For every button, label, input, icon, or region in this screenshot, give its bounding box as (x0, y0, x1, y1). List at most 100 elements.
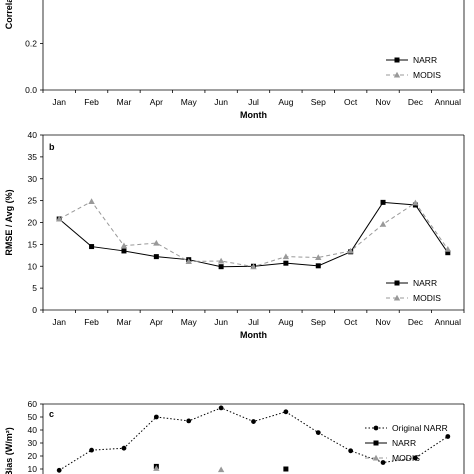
x-tick-label: Dec (408, 317, 424, 327)
y-tick-label: 0 (32, 305, 37, 315)
legend-marker (394, 280, 400, 286)
x-tick-label: Sep (311, 97, 326, 107)
x-axis-label: Month (240, 110, 267, 120)
panel-letter: b (49, 142, 55, 152)
y-tick-label: 35 (28, 152, 38, 162)
data-point-narr (89, 244, 95, 250)
y-axis-label: RMSE / Avg (%) (4, 189, 14, 255)
data-point-original-narr (121, 445, 127, 451)
x-tick-label: Nov (375, 317, 391, 327)
legend-label: NARR (392, 438, 416, 448)
data-point-original-narr (89, 447, 94, 453)
x-tick-label: Aug (278, 97, 293, 107)
x-tick-label: Annual (435, 317, 462, 327)
data-point-original-narr (56, 467, 62, 473)
x-tick-label: Jul (248, 317, 259, 327)
data-point-original-narr (283, 409, 289, 415)
data-point-original-narr (218, 405, 224, 411)
data-point-original-narr (413, 455, 418, 461)
x-tick-label: Jan (52, 97, 66, 107)
y-tick-label: 40 (28, 425, 38, 435)
y-tick-label: 10 (28, 464, 38, 474)
data-point-modis (55, 215, 63, 222)
data-point-modis (153, 239, 160, 246)
y-axis-label: Bias (W/m²) (4, 427, 14, 474)
data-point-narr (283, 260, 289, 266)
data-point-narr (283, 466, 289, 472)
x-axis-label: Month (240, 330, 267, 340)
data-point-modis (217, 466, 225, 473)
data-point-narr (315, 263, 321, 269)
data-point-modis (347, 247, 354, 254)
legend-marker (393, 294, 401, 301)
x-tick-label: Nov (375, 97, 391, 107)
legend-marker (373, 425, 379, 431)
data-point-original-narr (348, 448, 354, 454)
data-point-modis (153, 465, 160, 471)
x-tick-label: Apr (150, 317, 163, 327)
x-tick-label: Mar (117, 317, 132, 327)
legend-marker (393, 71, 401, 78)
y-tick-label: 0.2 (25, 39, 37, 49)
y-tick-label: 40 (28, 130, 38, 140)
y-tick-label: 30 (28, 438, 38, 448)
y-tick-label: 30 (28, 174, 38, 184)
y-tick-label: 20 (28, 451, 38, 461)
data-point-original-narr (153, 414, 159, 420)
y-tick-label: 0.4 (25, 0, 37, 2)
legend-label: NARR (413, 278, 437, 288)
data-point-narr (153, 254, 159, 260)
data-point-modis (444, 245, 452, 252)
data-point-modis (412, 199, 419, 206)
x-tick-label: Jan (52, 317, 66, 327)
y-tick-label: 20 (28, 218, 38, 228)
legend-marker (373, 440, 379, 446)
legend-marker (372, 454, 380, 461)
data-point-modis (315, 254, 322, 260)
data-point-modis (379, 221, 387, 227)
x-tick-label: May (181, 97, 198, 107)
y-tick-label: 15 (28, 239, 38, 249)
data-point-narr (218, 264, 224, 270)
legend-label: MODIS (413, 293, 441, 303)
x-tick-label: Aug (278, 317, 293, 327)
data-point-narr (445, 250, 451, 256)
x-tick-label: Jun (214, 97, 228, 107)
data-point-modis (88, 198, 95, 204)
series-line-original-narr (58, 407, 449, 471)
x-tick-label: Jul (248, 97, 259, 107)
y-tick-label: 0.0 (25, 85, 37, 95)
y-tick-label: 10 (28, 261, 38, 271)
data-point-original-narr (251, 419, 256, 424)
data-point-narr (380, 199, 386, 205)
x-tick-label: Feb (84, 317, 99, 327)
data-point-original-narr (445, 434, 451, 439)
x-tick-label: Oct (344, 317, 358, 327)
x-tick-label: Annual (435, 97, 462, 107)
x-tick-label: Jun (214, 317, 228, 327)
legend-label: NARR (413, 55, 437, 65)
y-tick-label: 60 (28, 399, 38, 409)
legend-marker (394, 57, 400, 63)
data-point-modis (282, 253, 290, 260)
legend-label: Original NARR (392, 423, 448, 433)
x-tick-label: Apr (150, 97, 163, 107)
x-tick-label: Sep (311, 317, 326, 327)
x-tick-label: Oct (344, 97, 358, 107)
panel-letter: c (49, 409, 54, 419)
data-point-modis (185, 258, 192, 264)
x-tick-label: May (181, 317, 198, 327)
legend-label: MODIS (413, 70, 441, 80)
x-tick-label: Mar (117, 97, 132, 107)
data-point-modis (217, 257, 225, 264)
y-tick-label: 25 (28, 196, 38, 206)
y-axis-label: Correlat (4, 0, 14, 29)
data-point-narr (121, 248, 127, 254)
series-line-narr (58, 201, 449, 268)
data-point-original-narr (315, 430, 321, 435)
data-point-original-narr (380, 460, 386, 465)
data-point-modis (120, 242, 128, 249)
series-line-modis (58, 200, 449, 268)
legend-label: MODIS (392, 453, 420, 463)
